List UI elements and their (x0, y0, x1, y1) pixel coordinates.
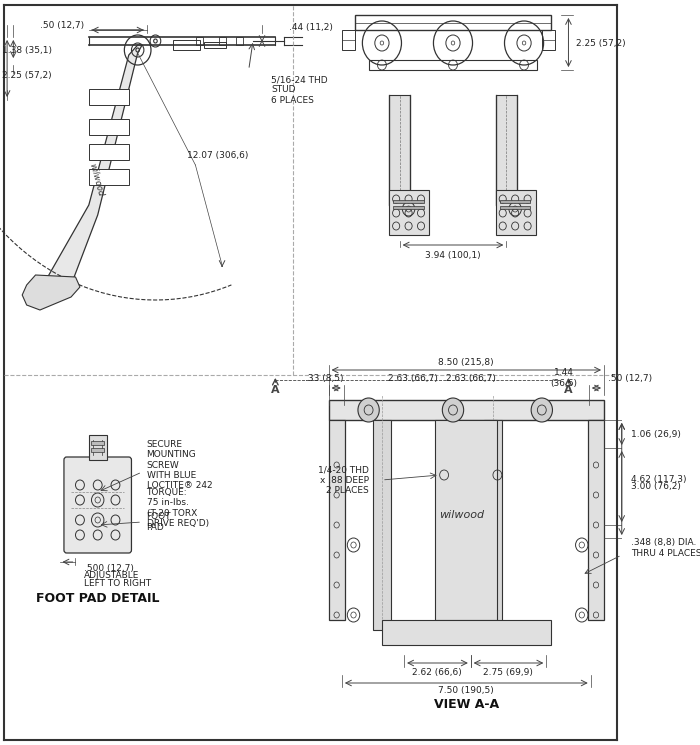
Text: SECURE
MOUNTING
SCREW
WITH BLUE
LOCTITE® 242: SECURE MOUNTING SCREW WITH BLUE LOCTITE®… (146, 440, 212, 490)
Text: .348 (8,8) DIA.
THRU 4 PLACES: .348 (8,8) DIA. THRU 4 PLACES (631, 539, 700, 558)
Text: .33 (8,5): .33 (8,5) (305, 373, 344, 382)
Bar (500, 200, 531, 203)
Text: 2.25 (57,2): 2.25 (57,2) (575, 39, 625, 48)
Text: ADJUSTABLE: ADJUSTABLE (85, 571, 140, 580)
Polygon shape (40, 45, 142, 300)
Bar (356, 15, 551, 30)
Text: TORQUE:
75 in-lbs.
(T-20 TORX
DRIVE REQ'D): TORQUE: 75 in-lbs. (T-20 TORX DRIVE REQ'… (146, 488, 209, 528)
Bar (389, 95, 410, 205)
Text: 2.62 (66,6): 2.62 (66,6) (412, 668, 462, 676)
Text: A: A (564, 385, 573, 395)
Text: VIEW A-A: VIEW A-A (434, 699, 499, 711)
Text: wilwood: wilwood (88, 162, 105, 197)
Text: 2.75 (69,9): 2.75 (69,9) (483, 668, 533, 676)
Bar (342, 30, 356, 50)
Bar (92, 441, 104, 445)
Text: 12.07 (306,6): 12.07 (306,6) (186, 150, 248, 159)
Bar (369, 60, 538, 70)
Text: 3.94 (100,1): 3.94 (100,1) (425, 250, 481, 259)
Bar (89, 89, 129, 105)
Bar (89, 119, 129, 135)
Text: .44 (11,2): .44 (11,2) (288, 22, 332, 31)
Bar (435, 420, 498, 620)
Bar (484, 420, 502, 630)
Bar (237, 37, 244, 45)
Bar (588, 420, 604, 620)
Bar (196, 37, 204, 45)
Bar (89, 169, 129, 185)
FancyBboxPatch shape (64, 457, 132, 553)
Bar (389, 190, 429, 235)
Text: .50 (12,7): .50 (12,7) (40, 21, 84, 30)
Text: FOOT PAD DETAIL: FOOT PAD DETAIL (36, 592, 160, 604)
Text: 5/16-24 THD
STUD
6 PLACES: 5/16-24 THD STUD 6 PLACES (271, 75, 328, 105)
Bar (382, 620, 551, 645)
Bar (496, 190, 536, 235)
Text: 2.25 (57,2): 2.25 (57,2) (2, 71, 51, 80)
Text: LEFT TO RIGHT: LEFT TO RIGHT (85, 580, 151, 589)
Circle shape (442, 398, 463, 422)
Text: 2.63 (66,7): 2.63 (66,7) (388, 373, 438, 382)
Text: wilwood: wilwood (440, 510, 484, 520)
Bar (500, 206, 531, 209)
Bar (496, 95, 517, 205)
Bar (542, 30, 555, 50)
Bar (328, 400, 604, 420)
Text: A: A (271, 385, 280, 395)
Text: 2.63 (66,7): 2.63 (66,7) (446, 373, 496, 382)
Text: 1.38 (35,1): 1.38 (35,1) (2, 45, 52, 54)
Text: .50 (12,7): .50 (12,7) (608, 373, 652, 382)
Polygon shape (22, 275, 80, 310)
Text: 1.06 (26,9): 1.06 (26,9) (631, 430, 680, 439)
Bar (92, 448, 104, 452)
Bar (89, 435, 106, 460)
Bar (393, 206, 424, 209)
Text: 4.62 (117,3): 4.62 (117,3) (631, 475, 686, 484)
Text: 3.00 (76,2): 3.00 (76,2) (631, 482, 680, 491)
Bar (218, 37, 225, 45)
Text: .500 (12,7): .500 (12,7) (85, 563, 134, 572)
Text: FOOT
PAD: FOOT PAD (146, 513, 171, 532)
Text: 8.50 (215,8): 8.50 (215,8) (438, 358, 494, 367)
Bar (373, 420, 391, 630)
Bar (204, 42, 227, 48)
Text: 7.50 (190,5): 7.50 (190,5) (438, 686, 494, 696)
Bar (173, 40, 200, 50)
Bar (393, 200, 424, 203)
Text: 1.44
(36,6): 1.44 (36,6) (550, 368, 578, 387)
Bar (89, 144, 129, 160)
Bar (328, 420, 344, 620)
Circle shape (531, 398, 552, 422)
Text: 1/4-20 THD
x .88 DEEP
2 PLACES: 1/4-20 THD x .88 DEEP 2 PLACES (318, 465, 369, 495)
Circle shape (358, 398, 379, 422)
